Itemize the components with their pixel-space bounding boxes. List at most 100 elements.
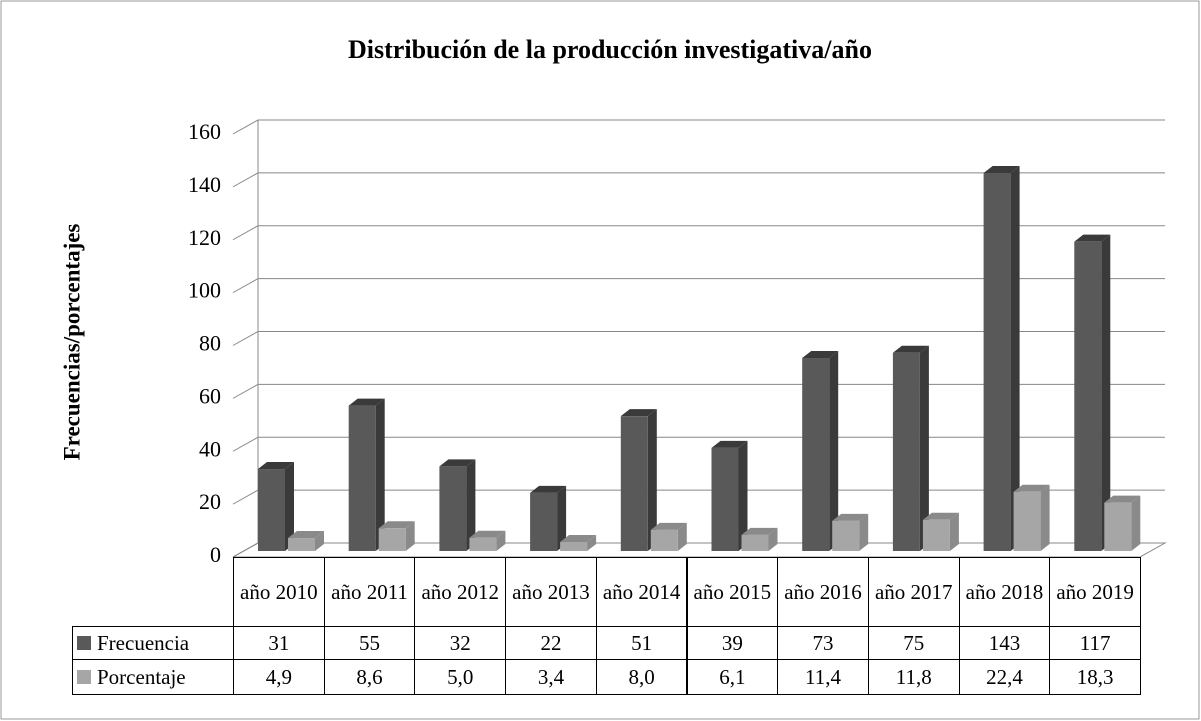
bar <box>258 469 285 551</box>
bar-top <box>620 409 657 417</box>
bar-side <box>375 398 385 551</box>
legend-entry: Frecuencia <box>72 626 234 660</box>
bar-side <box>919 345 929 551</box>
bar-side <box>496 530 506 551</box>
bar-top <box>1074 234 1111 242</box>
bar-top <box>922 512 959 520</box>
x-tick-label: año 2019 <box>1049 557 1141 627</box>
bar <box>832 520 860 551</box>
bar-top <box>439 459 476 467</box>
bar-side <box>738 440 748 551</box>
y-tick-label: 100 <box>188 278 221 303</box>
bar-side <box>768 527 778 551</box>
data-label: 6,1 <box>686 659 779 695</box>
bar-top <box>892 345 929 353</box>
bar-top <box>469 530 506 538</box>
y-tick-label: 40 <box>199 436 221 461</box>
bar-top <box>711 440 748 448</box>
bar-top <box>650 522 687 530</box>
grid-line <box>232 436 1165 452</box>
bar-side <box>677 522 687 551</box>
bar-top <box>288 531 324 539</box>
bar-top <box>1013 484 1050 492</box>
grid-line <box>232 225 1165 241</box>
bar-top <box>802 351 839 359</box>
grid-line <box>232 119 1165 135</box>
data-label: 18,3 <box>1049 659 1141 695</box>
bar-side <box>829 351 839 551</box>
bar-side <box>315 531 324 551</box>
data-label: 55 <box>323 626 416 660</box>
data-label: 22,4 <box>958 659 1051 695</box>
x-tick-label: año 2015 <box>686 557 779 627</box>
legend-entry: Porcentaje <box>72 659 234 695</box>
bar-top <box>378 521 415 529</box>
data-label: 39 <box>686 626 779 660</box>
x-tick-label: año 2017 <box>867 557 960 627</box>
bar-side <box>285 462 294 551</box>
bar <box>922 519 950 551</box>
bar <box>1074 241 1102 551</box>
bar-top <box>560 535 597 543</box>
data-label: 75 <box>867 626 960 660</box>
bar <box>620 416 648 551</box>
bar <box>711 447 739 551</box>
chart-title: Distribución de la producción investigat… <box>348 35 872 64</box>
y-tick-label: 20 <box>199 489 221 514</box>
data-label: 11,8 <box>867 659 960 695</box>
bar-side <box>1131 495 1141 551</box>
grid-line <box>232 172 1165 188</box>
bar <box>741 534 769 551</box>
x-tick-label: año 2012 <box>414 557 507 627</box>
grid-line <box>232 383 1165 399</box>
bar-side <box>949 512 959 551</box>
bar <box>650 529 678 551</box>
data-label: 22 <box>505 626 597 660</box>
bar <box>288 538 315 551</box>
bar <box>530 492 558 551</box>
bar <box>983 172 1011 551</box>
grid-line <box>232 278 1165 294</box>
bar <box>439 466 467 551</box>
bar <box>1104 502 1132 551</box>
data-label: 117 <box>1049 626 1141 660</box>
bar <box>892 352 920 551</box>
y-axis-title: Frecuencias/porcentajes <box>59 224 84 461</box>
bar <box>378 528 406 551</box>
data-label: 11,4 <box>777 659 869 695</box>
y-tick-label: 160 <box>188 119 221 144</box>
x-tick-label: año 2014 <box>595 557 688 627</box>
data-label: 32 <box>414 626 507 660</box>
y-tick-label: 140 <box>188 172 221 197</box>
bar-side <box>466 459 476 551</box>
bar-side <box>859 513 869 551</box>
bar-top <box>530 485 567 493</box>
bar-side <box>1101 234 1111 551</box>
bar <box>348 405 376 551</box>
bar <box>1013 491 1041 551</box>
bar-top <box>983 165 1020 173</box>
data-label: 3,4 <box>505 659 597 695</box>
x-tick-label: año 2013 <box>505 557 597 627</box>
bar-side <box>1010 165 1020 551</box>
legend-key <box>77 670 91 684</box>
bar-top <box>832 513 869 521</box>
data-label: 4,9 <box>233 659 325 695</box>
legend-label: Frecuencia <box>97 630 190 655</box>
data-label: 143 <box>958 626 1051 660</box>
bar-side <box>557 485 567 551</box>
y-tick-label: 0 <box>210 542 221 567</box>
y-tick-label: 80 <box>199 331 221 356</box>
data-label: 51 <box>595 626 688 660</box>
bar-top <box>1104 495 1141 503</box>
data-label: 31 <box>233 626 325 660</box>
legend-label: Porcentaje <box>97 664 186 689</box>
data-label: 5,0 <box>414 659 507 695</box>
data-label: 8,0 <box>595 659 688 695</box>
legend-key <box>77 636 91 650</box>
grid-line <box>232 331 1165 346</box>
y-tick-label: 60 <box>199 383 221 408</box>
